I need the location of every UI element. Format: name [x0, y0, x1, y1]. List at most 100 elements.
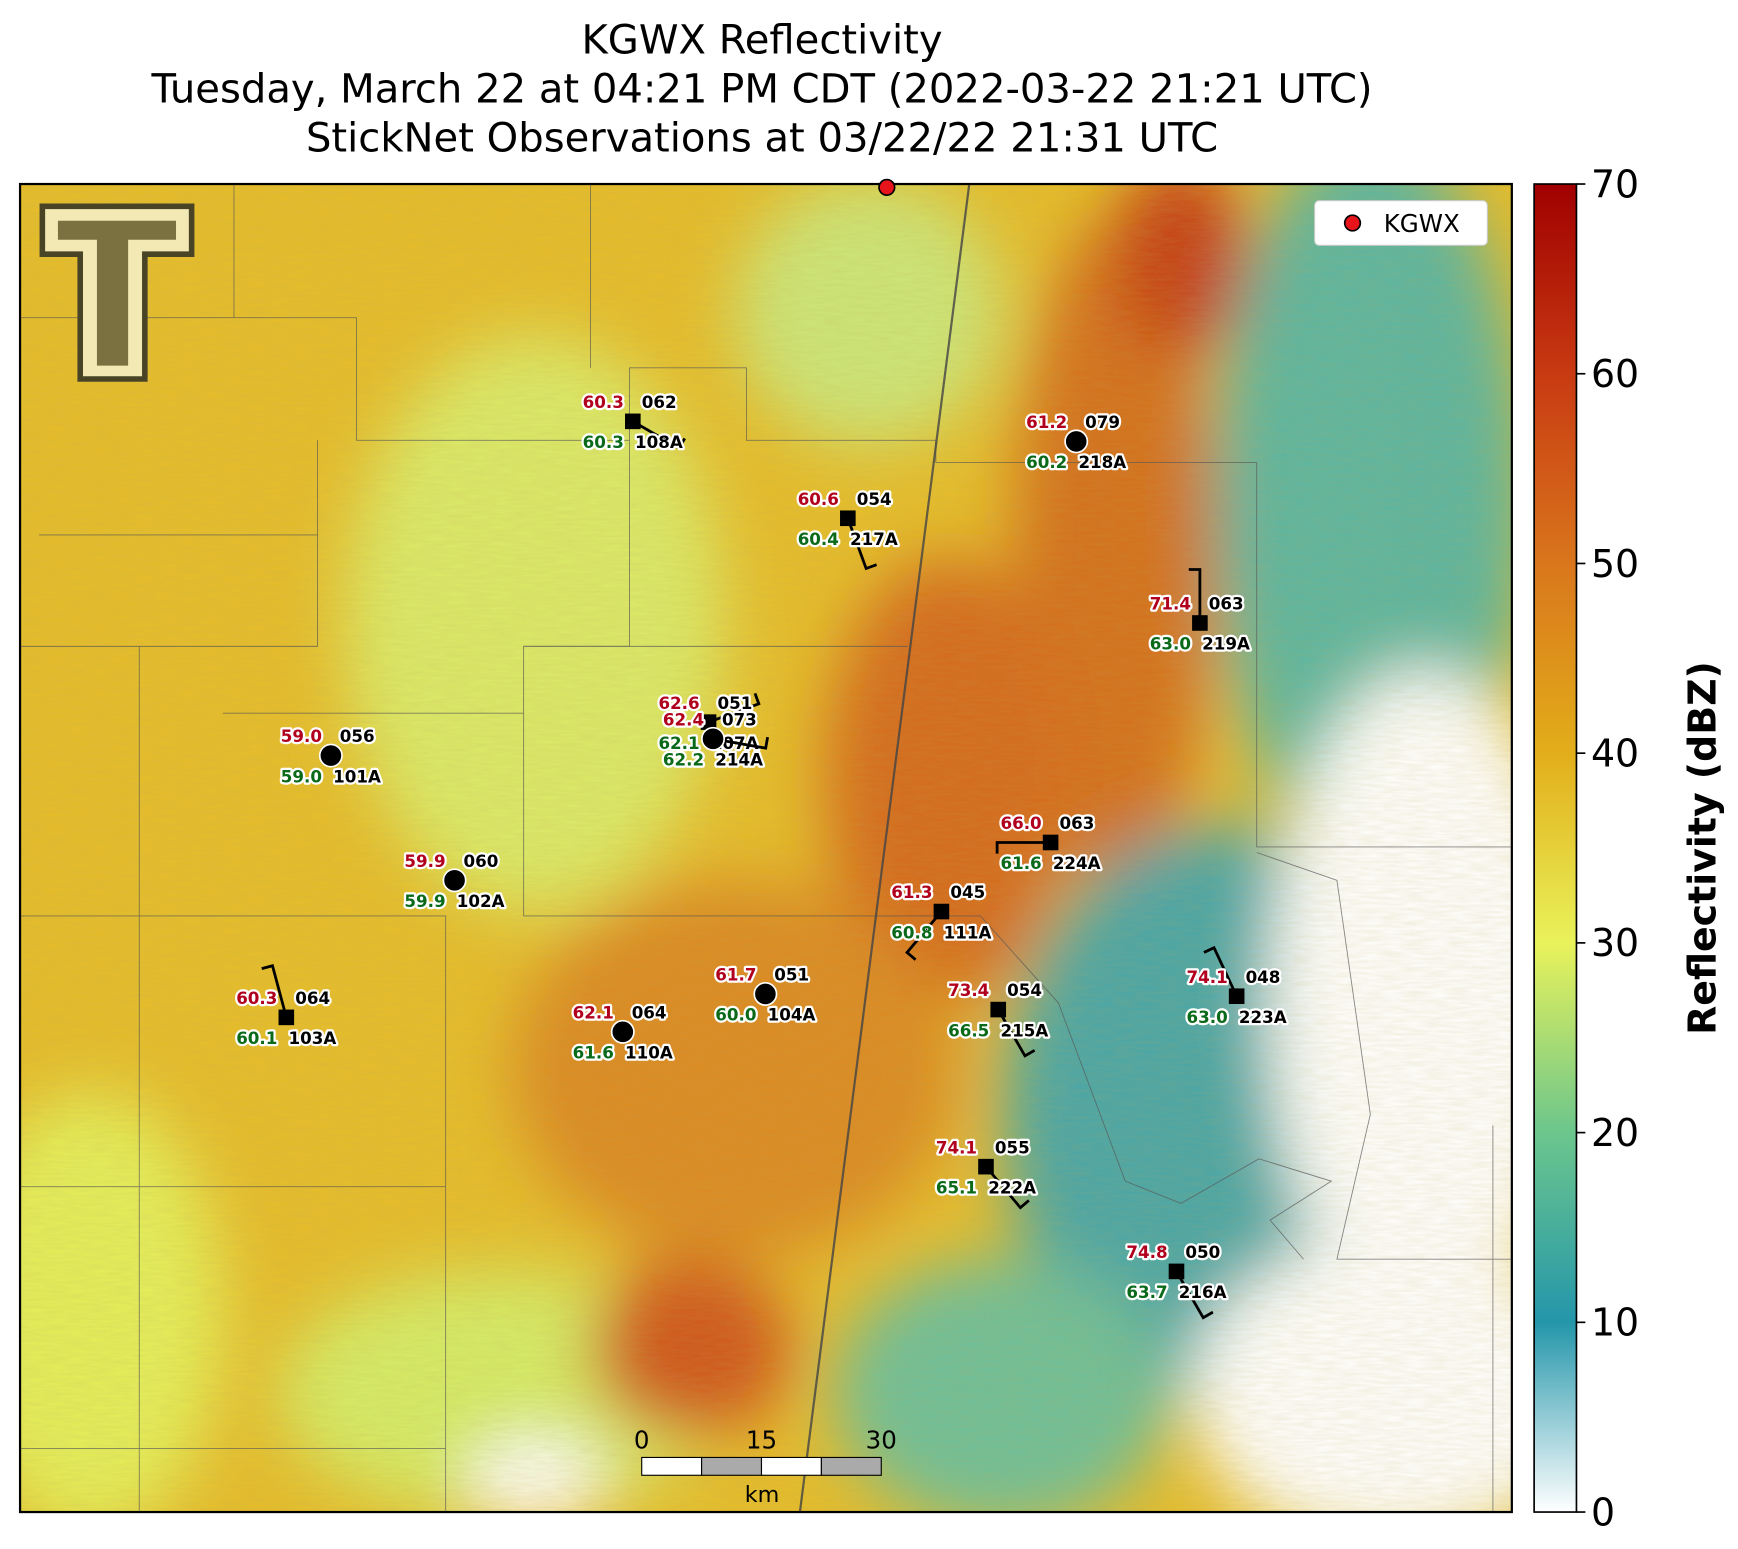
station-temp: 62.4	[663, 709, 704, 729]
station-temp: 61.3	[891, 882, 932, 902]
station-pressure: 063	[1060, 813, 1095, 833]
station-pressure: 056	[340, 726, 375, 746]
station-marker	[442, 868, 467, 893]
colorbar-tick-label: 30	[1591, 921, 1639, 965]
radar-site	[878, 178, 896, 197]
station-dewpoint: 63.7	[1126, 1282, 1167, 1302]
station-marker	[978, 1158, 994, 1175]
station-temp: 74.1	[1187, 967, 1228, 987]
colorbar-tick-label: 20	[1591, 1111, 1639, 1155]
scale-tick-label: 30	[866, 1426, 897, 1455]
station-marker	[318, 743, 343, 768]
colorbar-gradient	[1533, 183, 1578, 1513]
wind-barb	[712, 736, 769, 750]
station-pressure: 063	[1209, 594, 1244, 614]
station-temp: 60.3	[236, 988, 277, 1008]
colorbar-tick-label: 40	[1591, 732, 1639, 776]
scale-segment	[701, 1456, 763, 1476]
scale-segment	[760, 1456, 822, 1476]
scale-segment	[641, 1456, 703, 1476]
station-dewpoint: 60.4	[798, 529, 839, 549]
scale-tick-label: 0	[634, 1426, 650, 1455]
station-pressure: 051	[774, 965, 809, 985]
station-pressure: 064	[295, 988, 330, 1008]
station-id: 222A	[988, 1177, 1036, 1197]
title: KGWX Reflectivity	[581, 18, 942, 64]
station-id: 214A	[715, 750, 763, 770]
scale-tick-label: 15	[746, 1426, 777, 1455]
colorbar-tick-label: 70	[1591, 162, 1639, 206]
station-id: 111A	[944, 922, 992, 942]
station-temp: 59.9	[404, 851, 445, 871]
station-marker	[278, 1009, 295, 1026]
station-marker	[1064, 429, 1089, 454]
station-dewpoint: 60.8	[891, 922, 932, 942]
station-marker	[753, 982, 778, 1006]
station-pressure: 064	[632, 1002, 667, 1022]
legend: KGWX	[1314, 200, 1488, 246]
station-marker	[990, 1001, 1007, 1018]
station-temp: 74.8	[1126, 1242, 1167, 1262]
station-dewpoint: 61.6	[1000, 853, 1041, 873]
station-id: 215A	[1000, 1020, 1048, 1040]
station-pressure: 045	[950, 882, 985, 902]
station-id: 217A	[850, 529, 898, 549]
station-dewpoint: 59.0	[281, 766, 322, 786]
station-pressure: 073	[722, 709, 757, 729]
station-temp: 73.4	[948, 980, 989, 1000]
wind-barb	[1188, 568, 1202, 623]
observations-time: StickNet Observations at 03/22/22 21:31 …	[306, 116, 1218, 162]
subtitle: Tuesday, March 22 at 04:21 PM CDT (2022-…	[151, 67, 1373, 113]
station-id: 104A	[768, 1005, 816, 1025]
station-pressure: 054	[1007, 980, 1042, 1000]
station-pressure: 048	[1246, 967, 1281, 987]
station-dewpoint: 65.1	[936, 1177, 977, 1197]
legend-box	[1314, 200, 1488, 246]
station-marker	[1168, 1263, 1185, 1280]
university-logo	[39, 203, 195, 382]
station-marker	[1042, 834, 1059, 851]
station-pressure: 055	[995, 1137, 1030, 1157]
station-temp: 61.2	[1026, 412, 1067, 432]
station-temp: 71.4	[1150, 594, 1191, 614]
station-id: 219A	[1202, 634, 1250, 654]
station-marker	[1228, 988, 1245, 1005]
station-dewpoint: 66.5	[948, 1020, 989, 1040]
station-marker	[840, 510, 856, 527]
station-temp: 59.0	[281, 726, 322, 746]
station-pressure: 060	[463, 851, 498, 871]
station-dewpoint: 63.0	[1150, 634, 1191, 654]
station-id: 218A	[1078, 452, 1126, 472]
station-temp: 74.1	[936, 1137, 977, 1157]
wind-barb	[1175, 1270, 1214, 1320]
station-id: 224A	[1053, 853, 1101, 873]
station-dewpoint: 60.0	[715, 1005, 756, 1025]
colorbar-label: Reflectivity (dBZ)	[1681, 661, 1725, 1035]
scale-bar: km 0 15 30	[634, 1426, 897, 1508]
legend-label: KGWX	[1384, 209, 1460, 238]
scale-unit: km	[745, 1482, 780, 1508]
wind-barb	[997, 1008, 1036, 1058]
stations: 60.3 062 60.3 108A 60.6 054 60.4 217A 61.2 079 60.…	[234, 390, 1289, 1320]
radar-field	[20, 184, 1512, 1513]
station-dewpoint: 60.1	[236, 1028, 277, 1048]
wind-barb	[261, 964, 288, 1018]
station-id: 223A	[1239, 1007, 1287, 1027]
colorbar-tick-label: 0	[1591, 1490, 1615, 1534]
colorbar-tick-label: 60	[1591, 352, 1639, 396]
station-marker	[610, 1019, 635, 1044]
scale-segment	[820, 1456, 882, 1476]
station-marker	[701, 726, 726, 751]
wind-barb	[846, 517, 878, 571]
station-dewpoint: 63.0	[1187, 1007, 1228, 1027]
colorbar-tick-label: 50	[1591, 542, 1639, 586]
colorbar: Reflectivity (dBZ) 0 10 20 30 40 50 60 70	[1533, 162, 1725, 1534]
station-marker	[700, 714, 717, 730]
legend-marker	[1343, 214, 1362, 232]
station-dewpoint: 59.9	[404, 891, 445, 911]
wind-barb	[1203, 945, 1238, 997]
station-temp: 60.6	[798, 489, 839, 509]
station-pressure: 079	[1085, 412, 1120, 432]
